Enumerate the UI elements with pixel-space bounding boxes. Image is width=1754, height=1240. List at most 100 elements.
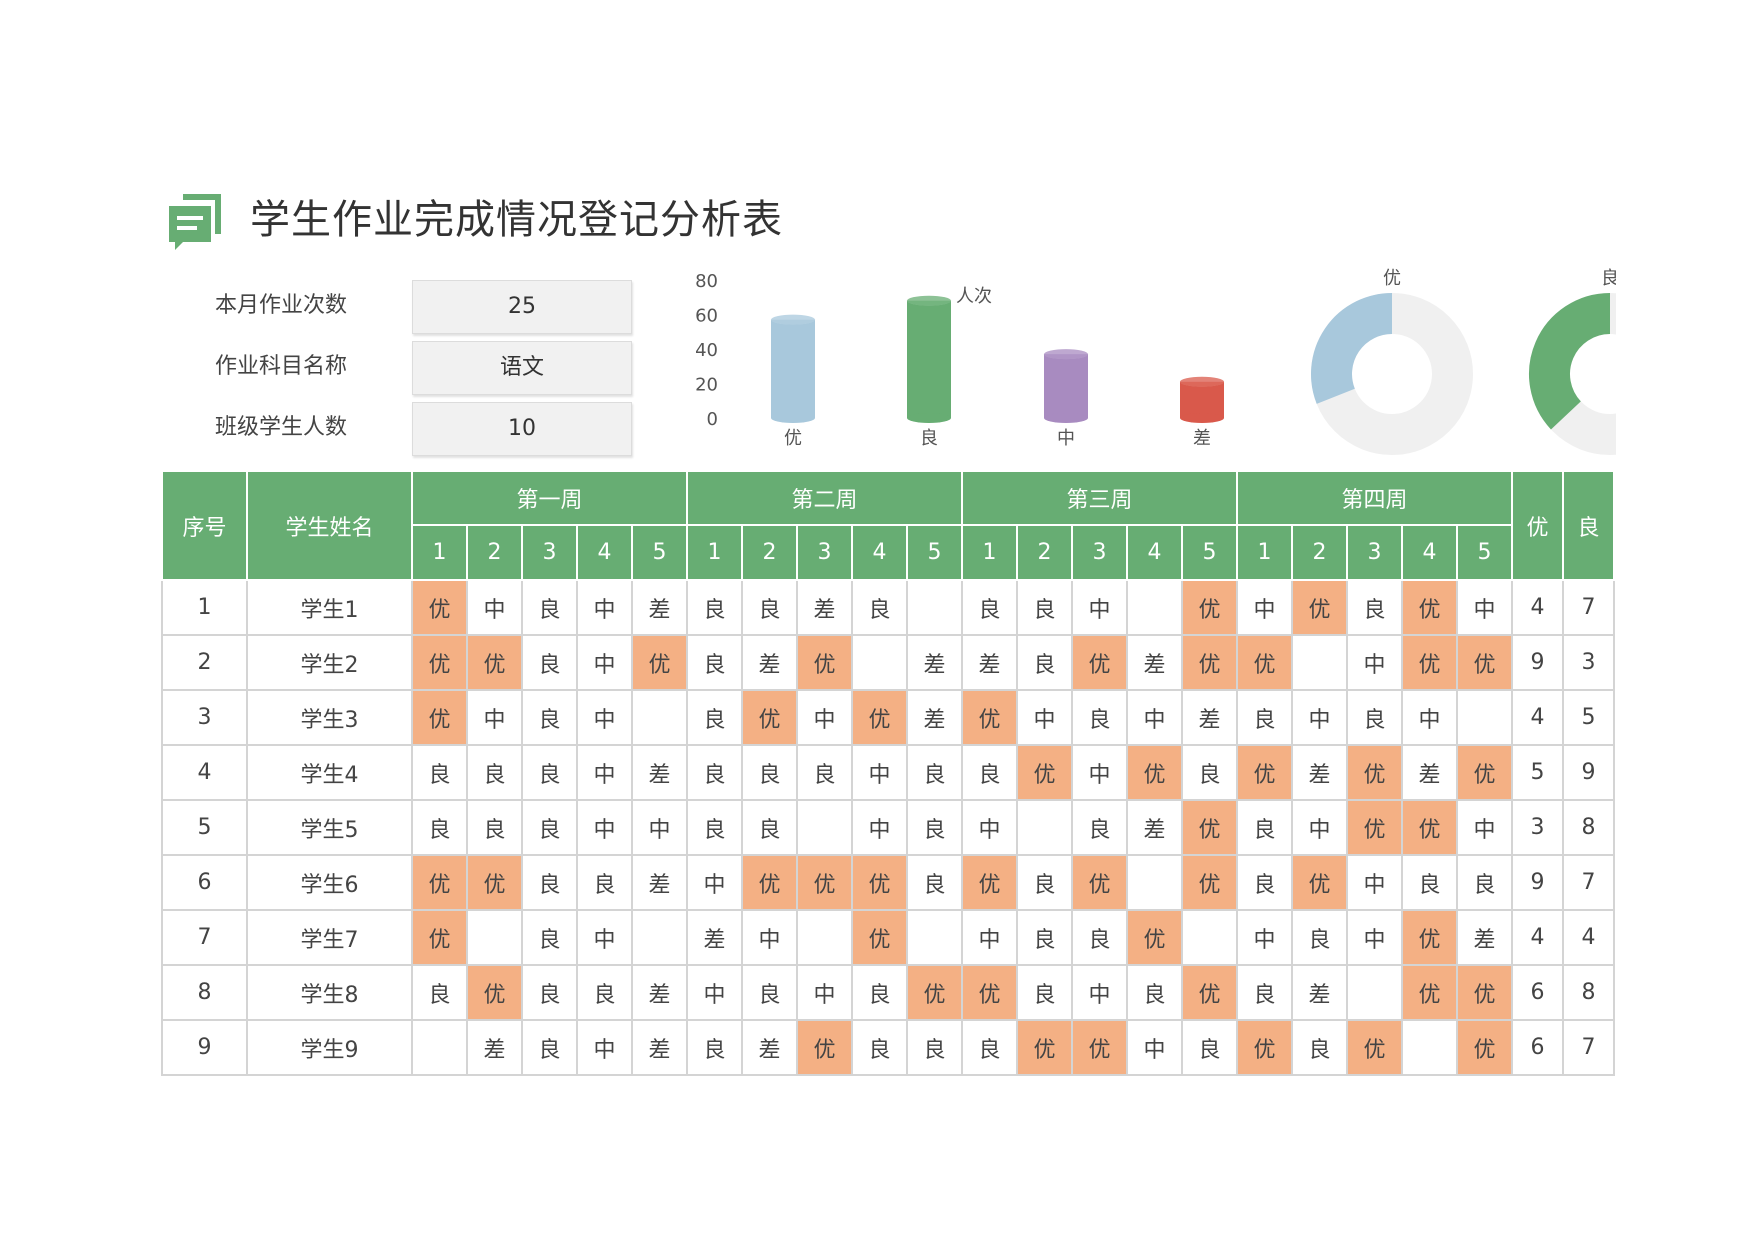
grade-cell[interactable]: 良 xyxy=(521,689,578,746)
count-liang-cell[interactable]: 3 xyxy=(1562,634,1615,691)
count-liang-cell[interactable]: 8 xyxy=(1562,799,1615,856)
grade-cell[interactable]: 良 xyxy=(1071,909,1128,966)
grade-cell[interactable]: 优 xyxy=(466,634,523,691)
grade-cell[interactable]: 优 xyxy=(961,689,1018,746)
grade-cell[interactable]: 良 xyxy=(1456,854,1513,911)
grade-cell[interactable]: 中 xyxy=(466,689,523,746)
student-name-cell[interactable]: 学生6 xyxy=(246,854,413,911)
grade-cell[interactable]: 中 xyxy=(851,799,908,856)
grade-cell[interactable]: 优 xyxy=(1401,909,1458,966)
grade-cell[interactable]: 优 xyxy=(851,854,908,911)
grade-cell[interactable]: 中 xyxy=(1071,964,1128,1021)
grade-cell[interactable]: 良 xyxy=(1236,964,1293,1021)
grade-cell[interactable]: 良 xyxy=(1016,579,1073,636)
grade-cell[interactable]: 良 xyxy=(961,1019,1018,1076)
grade-cell[interactable]: 良 xyxy=(411,964,468,1021)
count-liang-cell[interactable]: 7 xyxy=(1562,1019,1615,1076)
grade-cell[interactable]: 优 xyxy=(1016,1019,1073,1076)
grade-cell[interactable]: 优 xyxy=(1016,744,1073,801)
grade-cell[interactable] xyxy=(796,799,853,856)
grade-cell[interactable]: 良 xyxy=(466,799,523,856)
grade-cell[interactable]: 差 xyxy=(1126,799,1183,856)
grade-cell[interactable]: 良 xyxy=(851,964,908,1021)
row-seq-cell[interactable]: 5 xyxy=(161,799,248,856)
grade-cell[interactable]: 优 xyxy=(1126,744,1183,801)
grade-cell[interactable]: 优 xyxy=(1236,744,1293,801)
grade-cell[interactable]: 中 xyxy=(686,964,743,1021)
grade-cell[interactable]: 良 xyxy=(1016,634,1073,691)
student-name-cell[interactable]: 学生5 xyxy=(246,799,413,856)
grade-cell[interactable]: 差 xyxy=(1291,744,1348,801)
grade-cell[interactable]: 中 xyxy=(1071,744,1128,801)
grade-cell[interactable]: 优 xyxy=(961,854,1018,911)
grade-cell[interactable]: 差 xyxy=(1401,744,1458,801)
grade-cell[interactable]: 中 xyxy=(1291,799,1348,856)
grade-cell[interactable] xyxy=(631,689,688,746)
count-you-cell[interactable]: 4 xyxy=(1511,909,1564,966)
grade-cell[interactable]: 良 xyxy=(521,634,578,691)
grade-cell[interactable]: 差 xyxy=(631,854,688,911)
grade-cell[interactable]: 良 xyxy=(1071,689,1128,746)
grade-cell[interactable]: 优 xyxy=(1236,634,1293,691)
grade-cell[interactable]: 良 xyxy=(851,579,908,636)
grade-cell[interactable] xyxy=(1291,634,1348,691)
grade-cell[interactable]: 中 xyxy=(741,909,798,966)
grade-cell[interactable]: 良 xyxy=(1181,744,1238,801)
grade-cell[interactable]: 差 xyxy=(906,634,963,691)
student-name-cell[interactable]: 学生8 xyxy=(246,964,413,1021)
grade-cell[interactable]: 优 xyxy=(1456,964,1513,1021)
grade-cell[interactable]: 良 xyxy=(686,579,743,636)
grade-cell[interactable]: 良 xyxy=(686,1019,743,1076)
grade-cell[interactable] xyxy=(411,1019,468,1076)
grade-cell[interactable]: 良 xyxy=(741,579,798,636)
grade-cell[interactable]: 优 xyxy=(1181,799,1238,856)
grade-cell[interactable] xyxy=(1126,579,1183,636)
grade-cell[interactable]: 中 xyxy=(576,634,633,691)
grade-cell[interactable]: 良 xyxy=(906,744,963,801)
count-you-cell[interactable]: 9 xyxy=(1511,634,1564,691)
grade-cell[interactable]: 差 xyxy=(1291,964,1348,1021)
grade-cell[interactable]: 良 xyxy=(741,744,798,801)
grade-cell[interactable]: 中 xyxy=(1456,579,1513,636)
grade-cell[interactable]: 优 xyxy=(961,964,1018,1021)
grade-cell[interactable]: 差 xyxy=(1181,689,1238,746)
row-seq-cell[interactable]: 7 xyxy=(161,909,248,966)
grade-cell[interactable]: 优 xyxy=(796,634,853,691)
student-name-cell[interactable]: 学生3 xyxy=(246,689,413,746)
grade-cell[interactable]: 中 xyxy=(961,909,1018,966)
grade-cell[interactable]: 差 xyxy=(741,634,798,691)
count-liang-cell[interactable]: 4 xyxy=(1562,909,1615,966)
grade-cell[interactable]: 良 xyxy=(686,634,743,691)
grade-cell[interactable]: 良 xyxy=(1016,909,1073,966)
grade-cell[interactable]: 优 xyxy=(1291,579,1348,636)
grade-cell[interactable]: 优 xyxy=(411,579,468,636)
grade-cell[interactable]: 优 xyxy=(411,634,468,691)
grade-cell[interactable]: 中 xyxy=(1126,1019,1183,1076)
student-name-cell[interactable]: 学生1 xyxy=(246,579,413,636)
grade-cell[interactable] xyxy=(1456,689,1513,746)
grade-cell[interactable]: 差 xyxy=(631,744,688,801)
grade-cell[interactable]: 良 xyxy=(1016,964,1073,1021)
grade-cell[interactable]: 中 xyxy=(1236,909,1293,966)
grade-cell[interactable]: 中 xyxy=(576,1019,633,1076)
grade-cell[interactable]: 良 xyxy=(521,1019,578,1076)
grade-cell[interactable]: 差 xyxy=(796,579,853,636)
grade-cell[interactable]: 优 xyxy=(411,689,468,746)
grade-cell[interactable] xyxy=(1401,1019,1458,1076)
row-seq-cell[interactable]: 6 xyxy=(161,854,248,911)
grade-cell[interactable]: 差 xyxy=(631,579,688,636)
grade-cell[interactable]: 良 xyxy=(1401,854,1458,911)
grade-cell[interactable]: 中 xyxy=(576,689,633,746)
grade-cell[interactable]: 优 xyxy=(741,689,798,746)
row-seq-cell[interactable]: 4 xyxy=(161,744,248,801)
grade-cell[interactable]: 中 xyxy=(796,689,853,746)
grade-cell[interactable]: 优 xyxy=(796,854,853,911)
grade-cell[interactable]: 良 xyxy=(1291,909,1348,966)
student-name-cell[interactable]: 学生2 xyxy=(246,634,413,691)
grade-cell[interactable]: 中 xyxy=(576,799,633,856)
grade-cell[interactable]: 差 xyxy=(906,689,963,746)
grade-cell[interactable]: 优 xyxy=(411,909,468,966)
grade-cell[interactable] xyxy=(906,909,963,966)
grade-cell[interactable]: 良 xyxy=(741,964,798,1021)
grade-cell[interactable]: 优 xyxy=(466,964,523,1021)
